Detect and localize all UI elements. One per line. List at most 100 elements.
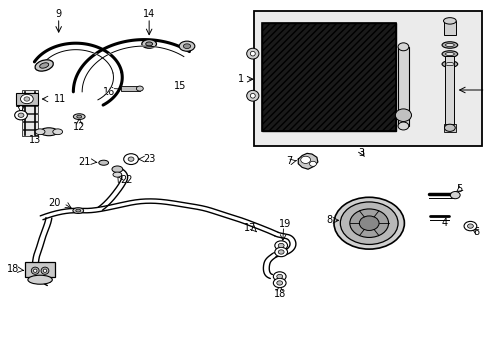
Ellipse shape — [31, 267, 39, 274]
Ellipse shape — [443, 18, 455, 24]
Ellipse shape — [250, 51, 255, 56]
Bar — [25, 262, 55, 277]
Ellipse shape — [441, 61, 457, 67]
Circle shape — [278, 250, 284, 254]
Circle shape — [276, 274, 282, 279]
Text: 8: 8 — [325, 215, 332, 225]
Bar — [443, 21, 455, 35]
Ellipse shape — [179, 41, 194, 51]
Text: 13: 13 — [29, 135, 41, 145]
Text: 3: 3 — [358, 148, 364, 158]
Ellipse shape — [77, 115, 81, 118]
Ellipse shape — [35, 60, 53, 71]
Circle shape — [273, 272, 285, 281]
Circle shape — [333, 197, 404, 249]
Ellipse shape — [145, 42, 152, 46]
Circle shape — [300, 156, 310, 163]
Circle shape — [123, 154, 138, 165]
Bar — [22, 98, 38, 105]
Ellipse shape — [35, 129, 45, 135]
Circle shape — [278, 243, 284, 248]
Text: 6: 6 — [473, 227, 479, 237]
Circle shape — [273, 278, 285, 288]
Circle shape — [15, 111, 27, 120]
Bar — [397, 47, 408, 126]
Ellipse shape — [112, 166, 122, 172]
Circle shape — [274, 241, 287, 250]
Text: 16: 16 — [103, 87, 115, 97]
Circle shape — [349, 209, 388, 238]
Text: 17: 17 — [244, 222, 256, 233]
Circle shape — [274, 247, 287, 257]
Polygon shape — [298, 153, 317, 169]
Ellipse shape — [43, 269, 47, 272]
Text: 5: 5 — [456, 184, 462, 194]
Ellipse shape — [183, 44, 190, 49]
Ellipse shape — [444, 124, 454, 131]
Bar — [22, 106, 38, 113]
Ellipse shape — [99, 160, 108, 165]
Text: 4: 4 — [441, 218, 447, 228]
Bar — [261, 23, 395, 131]
Bar — [254, 11, 481, 146]
Bar — [22, 114, 38, 121]
Circle shape — [309, 161, 316, 166]
Text: 11: 11 — [54, 94, 66, 104]
Bar — [16, 93, 38, 105]
Ellipse shape — [397, 43, 408, 51]
Text: 18: 18 — [7, 264, 20, 274]
Circle shape — [24, 97, 30, 101]
Circle shape — [359, 216, 378, 230]
Circle shape — [463, 221, 476, 231]
Ellipse shape — [53, 129, 62, 135]
Ellipse shape — [41, 267, 49, 274]
Text: 7: 7 — [285, 156, 292, 166]
Text: 14: 14 — [142, 9, 155, 19]
Bar — [261, 23, 395, 131]
Ellipse shape — [250, 94, 255, 98]
Ellipse shape — [40, 63, 49, 68]
Ellipse shape — [40, 128, 58, 136]
Ellipse shape — [246, 90, 259, 101]
Bar — [22, 130, 38, 136]
Text: 19: 19 — [278, 219, 290, 229]
Circle shape — [128, 157, 134, 161]
Ellipse shape — [441, 51, 457, 57]
Ellipse shape — [33, 269, 37, 272]
Text: 20: 20 — [49, 198, 61, 208]
Ellipse shape — [73, 208, 83, 213]
Text: 15: 15 — [173, 81, 185, 91]
Bar — [22, 90, 38, 97]
Text: 23: 23 — [142, 154, 155, 164]
Text: 21: 21 — [78, 157, 90, 167]
Text: 18: 18 — [273, 289, 285, 299]
Ellipse shape — [142, 40, 156, 48]
Bar — [443, 124, 455, 132]
Ellipse shape — [246, 48, 259, 59]
Bar — [22, 122, 38, 129]
Text: 22: 22 — [120, 175, 132, 185]
Circle shape — [467, 224, 472, 228]
Circle shape — [276, 281, 282, 285]
Bar — [445, 56, 453, 128]
Ellipse shape — [445, 52, 453, 55]
Text: 9: 9 — [56, 9, 61, 19]
Ellipse shape — [113, 172, 122, 177]
Ellipse shape — [445, 63, 453, 66]
Ellipse shape — [136, 86, 143, 91]
Ellipse shape — [73, 114, 85, 120]
Text: 1: 1 — [238, 74, 244, 84]
Ellipse shape — [76, 209, 81, 212]
Ellipse shape — [28, 275, 52, 284]
Circle shape — [340, 202, 397, 244]
Circle shape — [20, 94, 33, 104]
Ellipse shape — [397, 122, 408, 130]
Circle shape — [18, 113, 24, 117]
Circle shape — [449, 192, 459, 199]
Text: 10: 10 — [15, 99, 27, 109]
Ellipse shape — [445, 43, 453, 46]
Ellipse shape — [394, 109, 411, 122]
Bar — [121, 86, 140, 91]
Ellipse shape — [441, 42, 457, 48]
Text: 12: 12 — [73, 122, 85, 132]
